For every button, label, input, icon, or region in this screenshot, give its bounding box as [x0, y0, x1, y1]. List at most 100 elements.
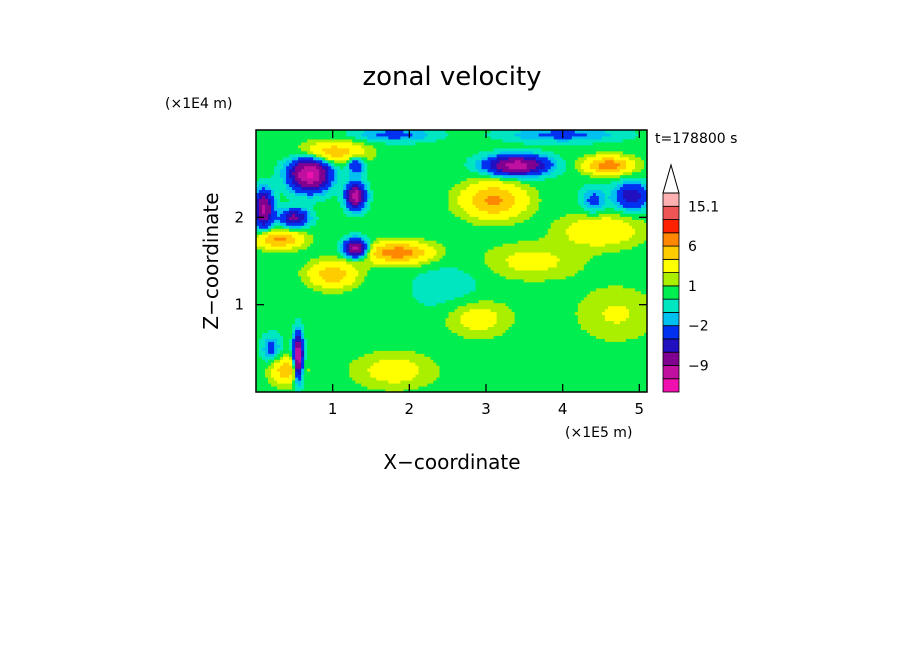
contour-cell: [481, 368, 486, 372]
contour-cell: [454, 344, 459, 348]
contour-cell: [352, 380, 356, 384]
contour-cell: [307, 323, 311, 327]
contour-cell: [313, 281, 317, 286]
contour-cell: [595, 344, 600, 348]
contour-cell: [289, 311, 293, 316]
contour-cell: [289, 368, 293, 372]
contour-cell: [520, 317, 525, 322]
contour-cell: [358, 389, 362, 393]
contour-cell: [265, 299, 269, 304]
contour-cell: [430, 332, 434, 336]
contour-cell: [319, 350, 323, 354]
contour-cell: [274, 320, 278, 325]
contour-cell: [391, 317, 395, 322]
contour-cell: [472, 344, 477, 348]
contour-cell: [571, 359, 576, 363]
contour-cell: [526, 374, 531, 378]
contour-cell: [550, 308, 555, 313]
contour-cell: [352, 326, 356, 330]
contour-cell: [568, 314, 573, 319]
contour-cell: [466, 299, 471, 304]
contour-cell: [595, 281, 600, 286]
contour-cell: [604, 284, 609, 289]
contour-cell: [433, 302, 437, 307]
contour-cell: [286, 350, 290, 354]
contour-cell: [433, 362, 437, 366]
contour-cell: [577, 278, 582, 283]
contour-cell: [535, 287, 540, 292]
contour-cell: [373, 329, 377, 333]
contour-cell: [295, 356, 299, 360]
contour-cell: [598, 308, 603, 313]
contour-cell: [508, 329, 513, 333]
contour-cell: [436, 314, 440, 319]
contour-cell: [418, 320, 422, 325]
contour-cell: [604, 371, 609, 375]
contour-cell: [388, 296, 392, 301]
contour-cell: [445, 380, 449, 384]
contour-cell: [322, 308, 326, 313]
contour-cell: [556, 368, 561, 372]
contour-cell: [358, 326, 362, 330]
contour-cell: [385, 368, 389, 372]
contour-cell: [556, 350, 561, 354]
contour-cell: [310, 350, 314, 354]
contour-cell: [385, 365, 389, 369]
contour-cell: [553, 329, 558, 333]
contour-cell: [478, 332, 483, 336]
contour-cell: [283, 308, 287, 313]
contour-cell: [610, 326, 615, 330]
contour-cell: [313, 290, 317, 295]
contour-cell: [589, 320, 594, 325]
contour-cell: [577, 359, 582, 363]
contour-cell: [364, 362, 368, 366]
contour-cell: [289, 323, 293, 327]
contour-cell: [394, 365, 398, 369]
contour-cell: [367, 371, 371, 375]
contour-cell: [367, 296, 371, 301]
contour-cell: [418, 305, 422, 310]
contour-cell: [466, 314, 471, 319]
contour-cell: [466, 311, 471, 316]
contour-cell: [280, 320, 284, 325]
contour-cell: [325, 374, 329, 378]
contour-cell: [583, 371, 588, 375]
contour-cell: [259, 299, 263, 304]
contour-cell: [502, 329, 507, 333]
contour-cell: [610, 296, 615, 301]
contour-cell: [316, 278, 320, 283]
contour-cell: [277, 338, 281, 342]
contour-cell: [607, 368, 612, 372]
contour-cell: [397, 308, 401, 313]
contour-cell: [364, 377, 368, 381]
contour-cell: [403, 290, 407, 295]
contour-cell: [292, 341, 296, 345]
contour-cell: [478, 290, 483, 295]
contour-cell: [625, 290, 630, 295]
contour-cell: [418, 371, 422, 375]
contour-cell: [505, 278, 510, 283]
contour-cell: [547, 344, 552, 348]
contour-cell: [628, 332, 633, 336]
contour-cell: [580, 326, 585, 330]
contour-cell: [637, 290, 642, 295]
contour-cell: [418, 284, 422, 289]
contour-cell: [319, 371, 323, 375]
contour-cell: [319, 356, 323, 360]
contour-cell: [544, 290, 549, 295]
contour-cell: [511, 293, 516, 298]
contour-cell: [628, 338, 633, 342]
contour-cell: [397, 290, 401, 295]
contour-cell: [337, 344, 341, 348]
contour-cell: [352, 386, 356, 390]
contour-cell: [499, 359, 504, 363]
contour-cell: [376, 362, 380, 366]
contour-cell: [469, 329, 474, 333]
contour-cell: [523, 284, 528, 289]
contour-cell: [286, 344, 290, 348]
contour-cell: [490, 368, 495, 372]
contour-cell: [367, 275, 371, 280]
contour-cell: [628, 302, 633, 307]
contour-cell: [301, 317, 305, 322]
contour-cell: [298, 335, 302, 339]
